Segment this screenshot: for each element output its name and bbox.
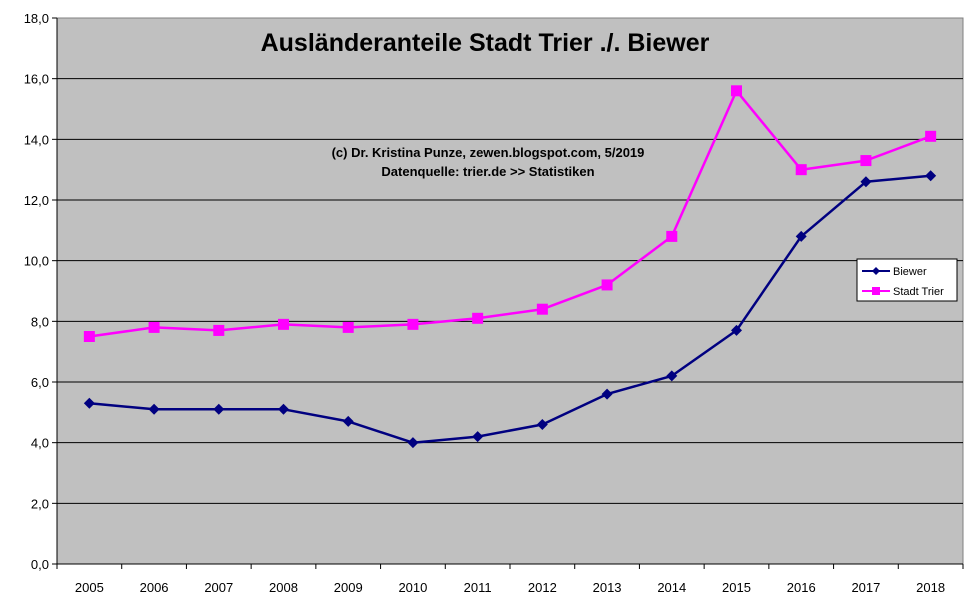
data-point-biewer (342, 415, 354, 427)
x-tick-label: 2013 (593, 580, 622, 595)
data-point-stadt-trier (278, 318, 289, 330)
y-tick-label: 12,0 (24, 193, 49, 208)
chart-annotation-source: Datenquelle: trier.de >> Statistiken (381, 164, 594, 179)
y-tick-label: 10,0 (24, 254, 49, 269)
legend-label-biewer: Biewer (893, 266, 927, 278)
y-tick-label: 0,0 (31, 557, 49, 572)
data-point-biewer (666, 370, 678, 382)
data-point-biewer (407, 437, 419, 449)
data-point-biewer (472, 431, 484, 443)
y-tick-label: 18,0 (24, 11, 49, 26)
data-point-stadt-trier (148, 321, 160, 333)
y-tick-label: 4,0 (31, 436, 49, 451)
data-point-stadt-trier (860, 155, 872, 167)
x-tick-label: 2012 (528, 580, 557, 595)
series-line-biewer (89, 174, 931, 444)
y-tick-label: 14,0 (24, 132, 49, 147)
x-tick-label: 2014 (657, 580, 686, 595)
x-tick-label: 2011 (464, 580, 492, 595)
x-tick-label: 2017 (851, 580, 880, 595)
data-point-stadt-trier (731, 85, 742, 97)
chart-title: Ausländeranteile Stadt Trier ./. Biewer (261, 29, 710, 57)
legend: Biewer Stadt Trier (856, 258, 958, 302)
data-point-stadt-trier (601, 279, 613, 291)
data-point-biewer (731, 324, 742, 336)
y-tick-label: 16,0 (24, 72, 49, 87)
data-point-biewer (278, 403, 289, 415)
x-tick-label: 2016 (787, 580, 816, 595)
x-tick-label: 2007 (204, 580, 233, 595)
data-point-biewer (795, 230, 807, 242)
plot-area (56, 17, 964, 565)
data-point-biewer (213, 403, 225, 415)
x-tick-label: 2006 (140, 580, 169, 595)
data-point-stadt-trier (342, 321, 354, 333)
legend-marker-biewer (872, 267, 880, 275)
data-point-biewer (925, 170, 937, 182)
data-point-biewer (148, 403, 160, 415)
x-tick-label: 2018 (916, 580, 945, 595)
y-tick-label: 6,0 (31, 375, 49, 390)
data-point-stadt-trier (83, 331, 95, 342)
data-point-stadt-trier (666, 230, 678, 242)
x-tick-label: 2010 (398, 580, 427, 595)
x-tick-label: 2009 (334, 580, 363, 595)
data-point-stadt-trier (213, 324, 225, 336)
data-point-stadt-trier (472, 312, 484, 324)
x-tick-label: 2008 (269, 580, 298, 595)
chart-annotation-credit: (c) Dr. Kristina Punze, zewen.blogspot.c… (332, 145, 645, 160)
data-point-biewer (83, 397, 95, 409)
data-point-stadt-trier (925, 130, 937, 142)
data-point-stadt-trier (407, 318, 419, 330)
y-tick-label: 8,0 (31, 314, 49, 329)
legend-label-stadt-trier: Stadt Trier (893, 286, 944, 298)
x-tick-label: 2015 (722, 580, 751, 595)
data-point-biewer (860, 176, 872, 188)
series-line-stadt-trier (89, 89, 932, 338)
data-point-stadt-trier (536, 303, 548, 315)
y-tick-label: 2,0 (31, 496, 49, 511)
data-point-biewer (536, 418, 548, 430)
legend-marker-stadt-trier (872, 287, 880, 295)
data-point-stadt-trier (795, 164, 807, 176)
data-point-biewer (601, 388, 613, 400)
x-tick-label: 2005 (75, 580, 104, 595)
